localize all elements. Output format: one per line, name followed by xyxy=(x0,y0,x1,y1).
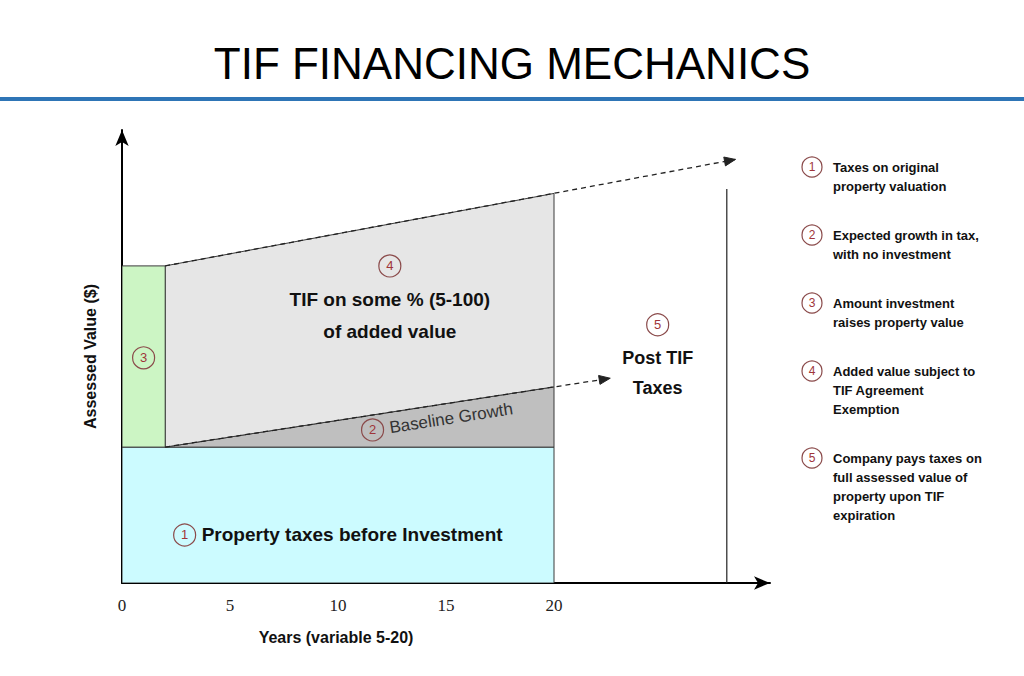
svg-text:1: 1 xyxy=(181,527,188,542)
svg-text:property valuation: property valuation xyxy=(833,179,946,194)
svg-text:TIF FINANCING MECHANICS: TIF FINANCING MECHANICS xyxy=(214,39,810,88)
svg-text:2: 2 xyxy=(809,228,816,242)
svg-text:3: 3 xyxy=(809,296,816,310)
svg-text:property upon TIF: property upon TIF xyxy=(833,489,944,504)
svg-text:5: 5 xyxy=(226,596,235,615)
svg-text:raises property value: raises property value xyxy=(833,315,964,330)
svg-text:Taxes on original: Taxes on original xyxy=(833,160,939,175)
svg-text:1: 1 xyxy=(809,160,816,174)
svg-text:of added value: of added value xyxy=(323,321,456,342)
svg-text:Assessed Value ($): Assessed Value ($) xyxy=(82,284,99,429)
svg-text:with no investment: with no investment xyxy=(832,247,951,262)
svg-text:Expected growth in tax,: Expected growth in tax, xyxy=(833,228,979,243)
svg-text:TIF Agreement: TIF Agreement xyxy=(833,383,924,398)
svg-text:3: 3 xyxy=(140,350,147,365)
svg-text:5: 5 xyxy=(654,317,661,332)
svg-text:TIF on some % (5-100): TIF on some % (5-100) xyxy=(290,289,491,310)
svg-text:10: 10 xyxy=(330,596,347,615)
svg-text:expiration: expiration xyxy=(833,508,895,523)
svg-text:2: 2 xyxy=(369,422,376,437)
svg-text:Baseline Growth: Baseline Growth xyxy=(388,399,514,437)
svg-text:full assessed value of: full assessed value of xyxy=(833,470,968,485)
svg-text:4: 4 xyxy=(386,258,393,273)
svg-text:Added value subject to: Added value subject to xyxy=(833,364,975,379)
svg-text:Exemption: Exemption xyxy=(833,402,900,417)
svg-text:Post TIF: Post TIF xyxy=(622,348,693,368)
svg-text:0: 0 xyxy=(118,596,127,615)
svg-text:Taxes: Taxes xyxy=(633,378,683,398)
svg-text:Years (variable 5-20): Years (variable 5-20) xyxy=(259,629,414,646)
svg-text:Company pays taxes on: Company pays taxes on xyxy=(833,451,982,466)
svg-text:Property taxes before Investme: Property taxes before Investment xyxy=(202,524,504,545)
svg-text:5: 5 xyxy=(809,451,816,465)
svg-text:20: 20 xyxy=(546,596,563,615)
svg-text:15: 15 xyxy=(438,596,455,615)
svg-text:Amount investment: Amount investment xyxy=(833,296,955,311)
svg-text:4: 4 xyxy=(809,364,816,378)
